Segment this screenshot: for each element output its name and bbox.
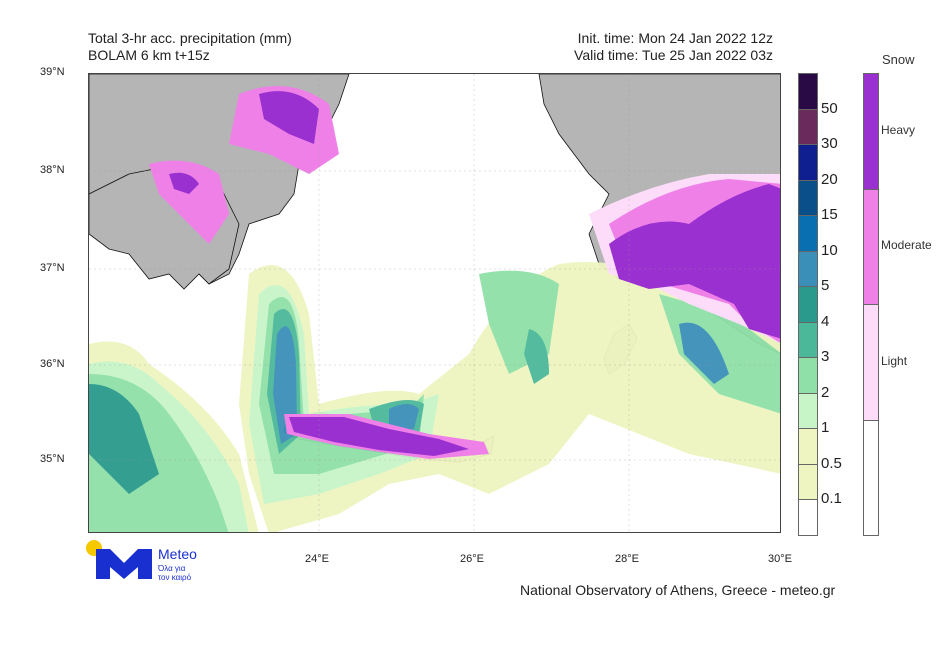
precip-colorbar-label: 20 bbox=[821, 170, 838, 188]
snow-colorbar-label: Light bbox=[881, 353, 908, 368]
logo-m-icon bbox=[96, 549, 152, 579]
precip-colorbar-box bbox=[798, 499, 818, 536]
precip-colorbar-box bbox=[798, 215, 818, 252]
lat-label: 39°N bbox=[40, 66, 65, 78]
graticule bbox=[89, 74, 780, 532]
lon-label: 26°E bbox=[460, 553, 484, 565]
precip-colorbar-box bbox=[798, 428, 818, 465]
precip-colorbar-label: 5 bbox=[821, 277, 830, 294]
map-svg bbox=[89, 74, 780, 532]
logo-tagline: τον καιρό bbox=[158, 573, 192, 582]
valid-time: Valid time: Tue 25 Jan 2022 03z bbox=[574, 47, 773, 63]
precip-colorbar-box bbox=[798, 286, 818, 323]
lat-label: 36°N bbox=[40, 358, 65, 370]
snow-colorbar-box bbox=[863, 188, 879, 305]
precip-colorbar-label: 0.1 bbox=[821, 490, 842, 507]
snow-colorbar-box bbox=[863, 73, 879, 190]
precip-colorbar-box bbox=[798, 357, 818, 394]
snow-colorbar-box bbox=[863, 419, 879, 536]
lat-label: 37°N bbox=[40, 262, 65, 274]
precip-colorbar-label: 2 bbox=[821, 383, 830, 401]
lon-label: 28°E bbox=[615, 553, 639, 565]
precip-colorbar-label: 3 bbox=[821, 348, 830, 365]
lon-label: 30°E bbox=[768, 553, 792, 565]
snow-legend-title: Snow bbox=[882, 52, 915, 67]
snow-colorbar-label: Heavy bbox=[881, 122, 916, 137]
precip-colorbar-box bbox=[798, 321, 818, 358]
precip-colorbar-box bbox=[798, 108, 818, 145]
lat-label: 35°N bbox=[40, 453, 65, 465]
snow-areas bbox=[149, 86, 780, 459]
precip-colorbar-label: 30 bbox=[821, 135, 838, 152]
precip-colorbar-label: 4 bbox=[821, 312, 830, 330]
precip-colorbar-box bbox=[798, 463, 818, 500]
precip-colorbar-label: 0.5 bbox=[821, 454, 842, 472]
precip-colorbar-box bbox=[798, 144, 818, 181]
precip-colorbar-box bbox=[798, 179, 818, 216]
precip-colorbar-box bbox=[798, 73, 818, 110]
precip-colorbar-label: 1 bbox=[821, 419, 830, 436]
model-subtitle: BOLAM 6 km t+15z bbox=[88, 47, 210, 63]
precip-colorbar-box bbox=[798, 250, 818, 287]
logo-name: Meteo bbox=[158, 546, 197, 562]
meteo-logo: Meteo Όλα για τον καιρό bbox=[86, 540, 206, 586]
lat-label: 38°N bbox=[40, 164, 65, 176]
precip-colorbar-label: 15 bbox=[821, 206, 838, 223]
precip-bands bbox=[89, 262, 780, 532]
precip-colorbar-label: 10 bbox=[821, 241, 838, 259]
footer-credit: National Observatory of Athens, Greece -… bbox=[520, 582, 836, 598]
logo-tagline: Όλα για bbox=[158, 564, 186, 573]
precip-colorbar-box bbox=[798, 392, 818, 429]
snow-colorbar-box bbox=[863, 304, 879, 421]
precipitation-map bbox=[88, 73, 781, 533]
precip-colorbar-label: 50 bbox=[821, 99, 838, 117]
init-time: Init. time: Mon 24 Jan 2022 12z bbox=[577, 30, 773, 46]
snow-colorbar-label: Moderate bbox=[881, 238, 932, 253]
map-title: Total 3-hr acc. precipitation (mm) bbox=[88, 30, 292, 46]
lon-label: 24°E bbox=[305, 553, 329, 565]
